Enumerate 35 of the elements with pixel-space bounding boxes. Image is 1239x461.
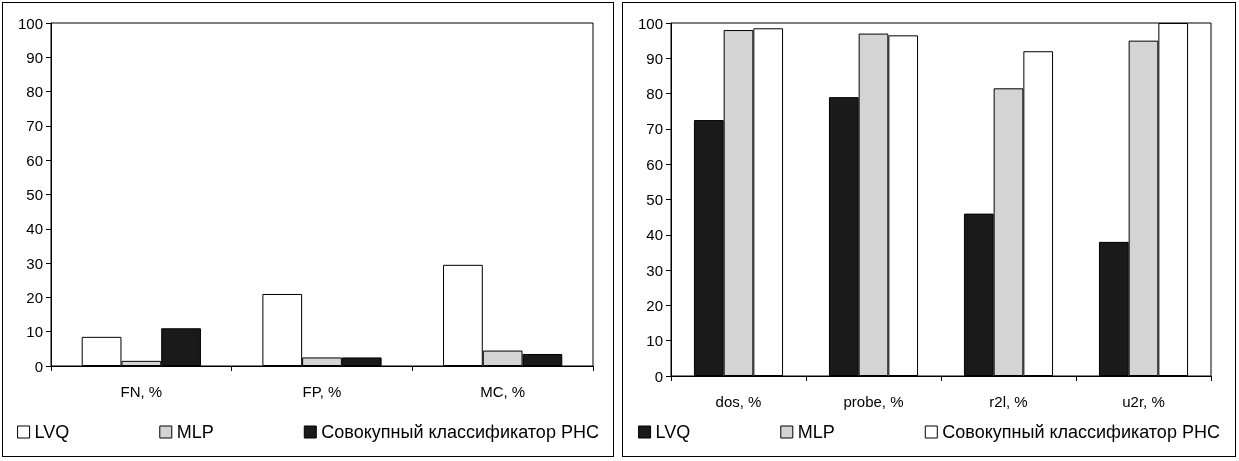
y-tick-label: 90	[646, 49, 663, 67]
y-tick-label: 0	[654, 367, 663, 385]
y-tick-label: 0	[34, 357, 43, 375]
y-tick-label: 40	[26, 220, 43, 238]
y-tick-label: 60	[646, 155, 663, 173]
legend-label: LVQ	[34, 422, 70, 442]
legend-label: LVQ	[655, 422, 691, 442]
y-tick-label: 50	[26, 186, 43, 203]
y-tick-label: 30	[26, 254, 43, 272]
y-tick-label: 100	[17, 14, 43, 32]
legend-label: Совокупный классификатор РНС	[942, 422, 1220, 442]
x-tick-label: probe, %	[843, 393, 904, 410]
legend-label: Совокупный классификатор РНС	[321, 422, 599, 442]
x-tick-label: u2r, %	[1122, 393, 1165, 410]
legend-label: MLP	[176, 422, 214, 442]
y-tick-label: 60	[26, 151, 43, 169]
y-tick-label: 30	[646, 261, 663, 279]
x-tick-label: FP, %	[302, 383, 342, 400]
y-tick-label: 10	[646, 332, 663, 350]
x-tick-label: FN, %	[120, 383, 163, 400]
legend-label: MLP	[797, 422, 835, 442]
y-tick-label: 70	[26, 117, 43, 135]
y-tick-label: 80	[646, 85, 663, 103]
y-tick-label: 50	[646, 191, 663, 208]
y-tick-label: 100	[637, 14, 663, 32]
y-tick-label: 90	[26, 48, 43, 66]
y-tick-label: 70	[646, 120, 663, 138]
y-tick-label: 10	[26, 323, 43, 341]
x-tick-label: r2l, %	[989, 393, 1028, 410]
x-tick-label: dos, %	[715, 393, 762, 410]
y-tick-label: 20	[646, 296, 663, 314]
y-tick-label: 40	[646, 226, 663, 244]
y-tick-label: 20	[26, 288, 43, 306]
x-tick-label: MC, %	[480, 383, 526, 400]
y-tick-label: 80	[26, 83, 43, 101]
